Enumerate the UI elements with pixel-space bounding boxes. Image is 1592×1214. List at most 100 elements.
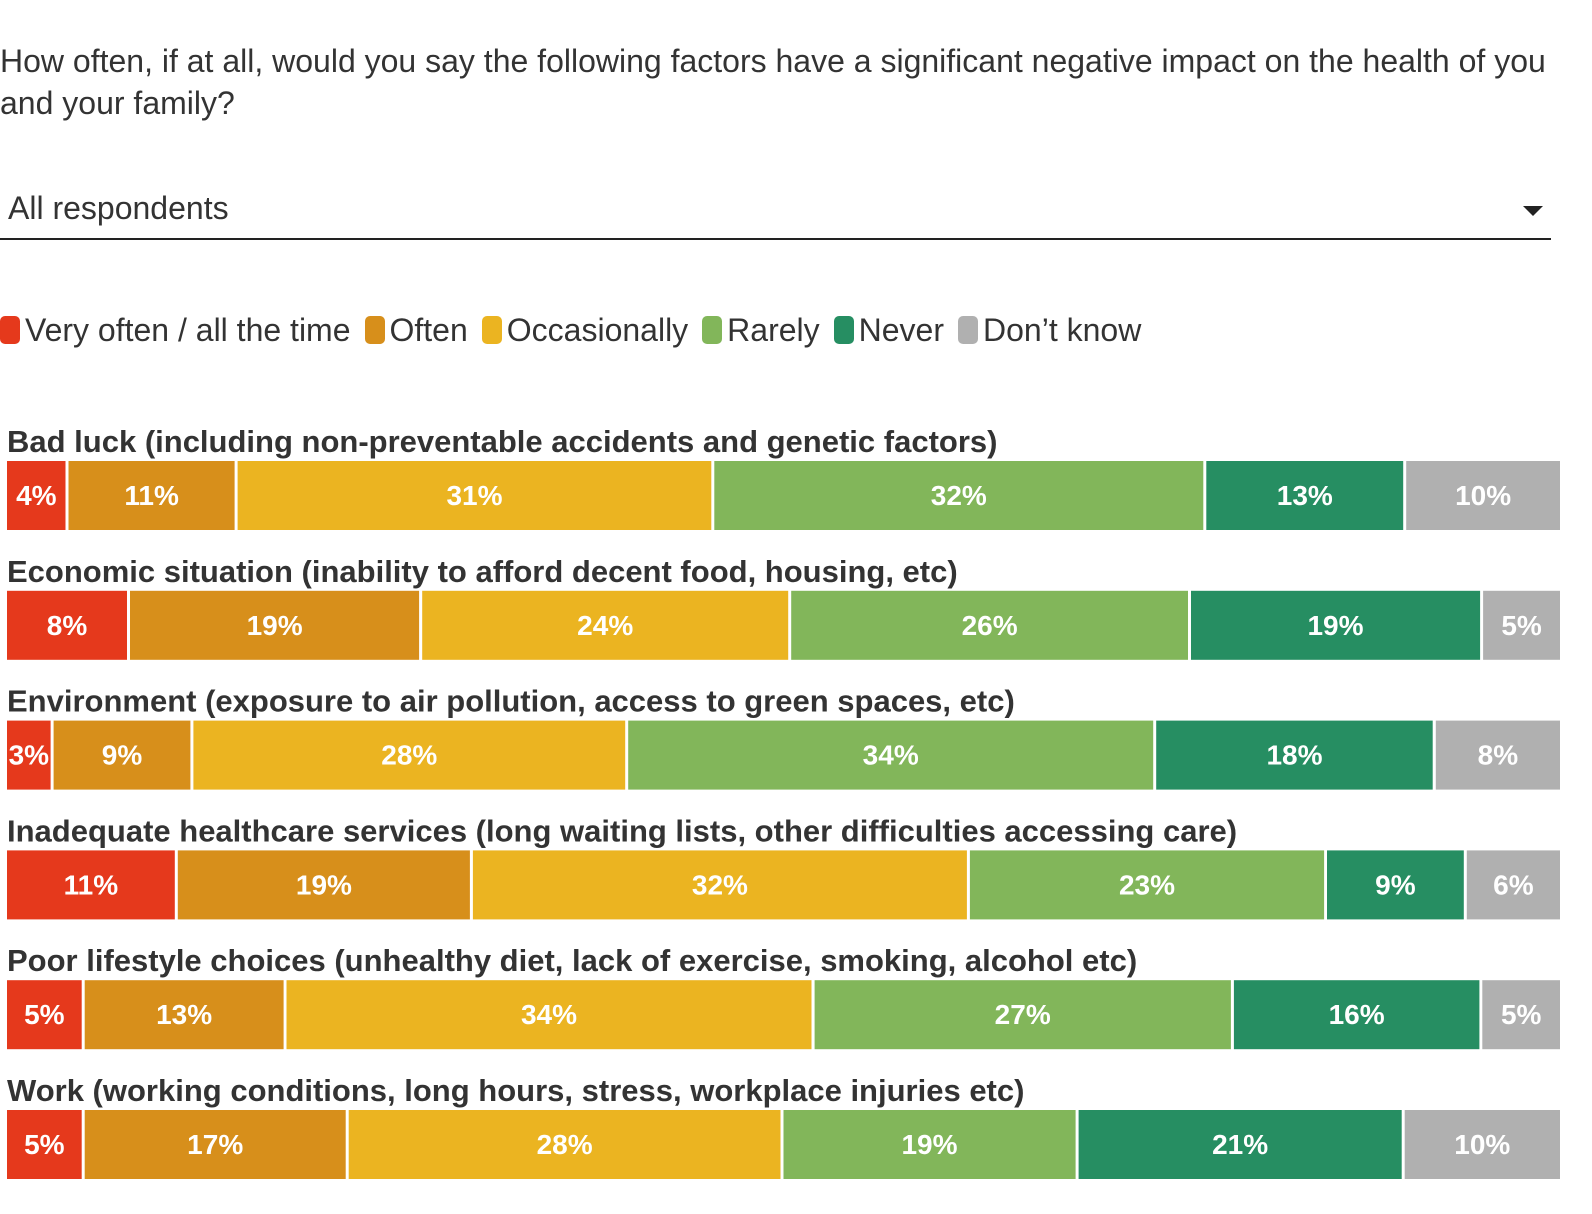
legend-swatch: [481, 316, 502, 344]
bar-value-label: 26%: [962, 610, 1018, 641]
bar-value-label: 8%: [47, 610, 88, 641]
legend-label: Very often / all the time: [25, 312, 351, 348]
bar-segment: [84, 980, 284, 1050]
legend-item: Very often / all the time: [0, 310, 351, 350]
bar-segment: [1404, 1110, 1560, 1179]
bar-segment: [7, 850, 175, 920]
bar-value-label: 17%: [187, 1129, 243, 1160]
legend-item: Often: [364, 310, 468, 350]
bar-segment: [969, 850, 1325, 920]
bar-segment: [53, 720, 191, 790]
bar-value-label: 23%: [1119, 869, 1175, 900]
row-label: Inadequate healthcare services (long wai…: [7, 813, 1237, 848]
bar-segment: [7, 461, 66, 530]
respondent-filter-select[interactable]: All respondents: [0, 180, 1551, 240]
chevron-down-icon[interactable]: [1523, 206, 1543, 216]
bar-value-label: 4%: [16, 480, 57, 511]
bar-segment: [7, 590, 127, 660]
legend-swatch: [364, 316, 385, 344]
legend-item: Occasionally: [481, 310, 689, 350]
bar-value-label: 19%: [247, 610, 303, 641]
bar-segment: [814, 980, 1231, 1050]
question-title: How often, if at all, would you say the …: [0, 43, 1546, 121]
bar-segment: [68, 461, 235, 530]
legend-swatch: [958, 316, 978, 344]
bar-segment: [628, 720, 1154, 790]
row-label: Economic situation (inability to afford …: [7, 554, 958, 589]
bar-value-label: 16%: [1329, 999, 1385, 1030]
legend-label: Don’t know: [983, 312, 1142, 348]
respondent-filter-value: All respondents: [8, 190, 229, 226]
bar-value-label: 10%: [1455, 480, 1511, 511]
legend-item: Don’t know: [958, 310, 1141, 350]
row-label: Work (working conditions, long hours, st…: [7, 1073, 1024, 1108]
bar-value-label: 5%: [24, 1129, 65, 1160]
bar-segment: [714, 461, 1204, 530]
bar-segment: [193, 720, 626, 790]
bar-value-label: 11%: [64, 869, 119, 900]
bar-segment: [130, 590, 420, 660]
bar-segment: [1482, 980, 1560, 1050]
chart-legend: Very often / all the time Often Occasional…: [0, 308, 1155, 352]
bar-segment: [1466, 850, 1560, 920]
bar-value-label: 28%: [537, 1129, 593, 1160]
bar-value-label: 3%: [9, 740, 50, 771]
legend-item: Never: [833, 310, 944, 350]
bar-value-label: 32%: [692, 869, 748, 900]
bar-segment: [7, 980, 82, 1050]
bar-segment: [1406, 461, 1560, 530]
legend-swatch: [702, 316, 723, 344]
legend-swatch: [0, 316, 20, 344]
bar-value-label: 13%: [156, 999, 212, 1030]
bar-value-label: 11%: [124, 480, 179, 511]
legend-label: Occasionally: [506, 312, 689, 348]
bar-value-label: 9%: [102, 740, 143, 771]
bar-value-label: 8%: [1478, 740, 1519, 771]
bar-value-label: 34%: [521, 999, 577, 1030]
bar-segment: [177, 850, 470, 920]
bar-value-label: 6%: [1493, 869, 1534, 900]
bar-segment: [237, 461, 712, 530]
bar-value-label: 10%: [1454, 1129, 1510, 1160]
bar-value-label: 9%: [1375, 869, 1416, 900]
bar-segment: [1156, 720, 1433, 790]
bar-segment: [791, 590, 1188, 660]
bar-segment: [1233, 980, 1480, 1050]
bar-segment: [1078, 1110, 1402, 1179]
bar-segment: [472, 850, 967, 920]
bar-value-label: 19%: [1307, 610, 1363, 641]
legend-item: Rarely: [702, 310, 820, 350]
bar-value-label: 13%: [1277, 480, 1333, 511]
bar-value-label: 5%: [1501, 999, 1542, 1030]
bar-value-label: 19%: [296, 869, 352, 900]
bar-value-label: 18%: [1266, 740, 1322, 771]
legend-label: Often: [389, 312, 468, 348]
row-label: Poor lifestyle choices (unhealthy diet, …: [7, 943, 1137, 978]
bar-segment: [84, 1110, 346, 1179]
bar-value-label: 5%: [1501, 610, 1542, 641]
bar-value-label: 28%: [381, 740, 437, 771]
bar-segment: [1435, 720, 1560, 790]
bar-segment: [1191, 590, 1481, 660]
bar-value-label: 34%: [863, 740, 919, 771]
bar-value-label: 32%: [931, 480, 987, 511]
legend-swatch: [833, 316, 854, 344]
bar-segment: [7, 1110, 82, 1179]
bar-value-label: 24%: [577, 610, 633, 641]
row-label: Bad luck (including non-preventable acci…: [7, 424, 997, 459]
bar-segment: [1206, 461, 1404, 530]
bar-segment: [1327, 850, 1464, 920]
bar-value-label: 5%: [24, 999, 65, 1030]
row-label: Environment (exposure to air pollution, …: [7, 684, 1015, 719]
bar-segment: [1483, 590, 1560, 660]
bar-segment: [348, 1110, 781, 1179]
bar-segment: [783, 1110, 1076, 1179]
bar-segment: [7, 720, 51, 790]
bar-segment: [286, 980, 812, 1050]
bar-value-label: 21%: [1212, 1129, 1268, 1160]
bar-value-label: 31%: [446, 480, 502, 511]
legend-label: Rarely: [727, 312, 820, 348]
bar-value-label: 19%: [901, 1129, 957, 1160]
legend-label: Never: [858, 312, 944, 348]
